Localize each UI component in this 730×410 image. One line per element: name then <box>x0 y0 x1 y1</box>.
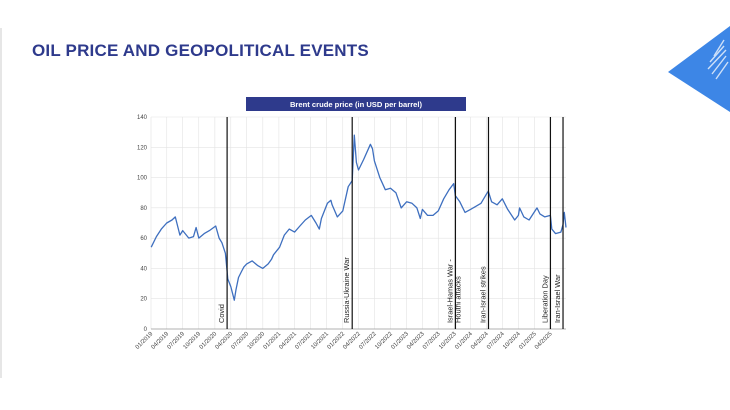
event-label: Liberation Day <box>540 275 549 323</box>
y-tick-label: 60 <box>140 236 147 242</box>
event-label: Russia-Ukraine War <box>342 257 351 323</box>
slide-left-rule <box>0 28 2 378</box>
event-label: Iran-Israel strikes <box>478 266 487 323</box>
chart-title: Brent crude price (in USD per barrel) <box>246 97 466 111</box>
corner-decoration <box>668 26 730 112</box>
price-series-line <box>150 134 567 301</box>
y-tick-label: 80 <box>140 206 147 212</box>
y-tick-label: 120 <box>137 145 148 151</box>
slide-title: OIL PRICE AND GEOPOLITICAL EVENTS <box>32 41 369 60</box>
y-tick-label: 0 <box>144 327 148 333</box>
chart-title-box <box>246 97 466 111</box>
event-label: Iran-Israel War <box>553 274 562 323</box>
x-tick-label: 04/2025 <box>534 331 554 351</box>
chart-grid <box>150 116 566 330</box>
y-tick-label: 20 <box>140 297 147 303</box>
chart-events: Covid Russia-Ukraine War Israel-Hamas War … <box>217 117 564 329</box>
event-label: Covid <box>217 304 226 323</box>
event-label: Houthi attacks <box>453 276 462 323</box>
y-tick-label: 40 <box>140 266 147 272</box>
y-tick-label: 100 <box>137 176 148 182</box>
chart-title-text: Brent crude price (in USD per barrel) <box>290 100 423 109</box>
y-tick-label: 140 <box>137 115 148 121</box>
chart-series <box>150 134 567 301</box>
event-label: Israel-Hamas War - <box>445 259 454 323</box>
